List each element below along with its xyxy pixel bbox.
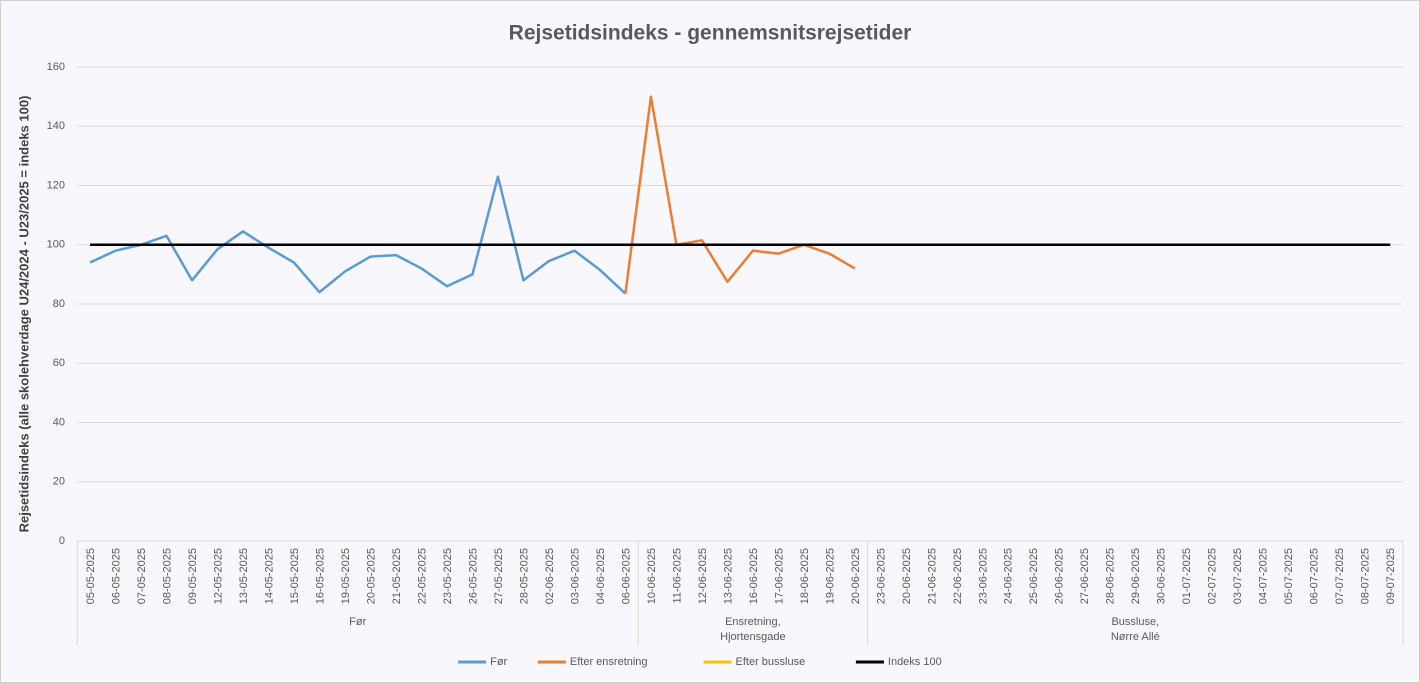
series-line bbox=[89, 175, 627, 295]
x-tick-label: 21-05-2025 bbox=[391, 548, 403, 604]
y-axis-label: Rejsetidsindeks (alle skolehverdage U24/… bbox=[16, 96, 31, 533]
x-tick-label: 20-06-2025 bbox=[850, 548, 862, 604]
x-tick-label: 27-06-2025 bbox=[1079, 548, 1091, 604]
y-tick-label: 80 bbox=[53, 298, 65, 310]
x-tick-label: 28-05-2025 bbox=[518, 548, 530, 604]
x-tick-label: 28-06-2025 bbox=[1105, 548, 1117, 604]
x-tick-label: 10-06-2025 bbox=[646, 548, 658, 604]
x-tick-label: 06-07-2025 bbox=[1309, 548, 1321, 604]
y-tick-label: 160 bbox=[47, 61, 65, 73]
x-tick-label: 07-07-2025 bbox=[1334, 548, 1346, 604]
x-tick-label: 25-06-2025 bbox=[1028, 548, 1040, 604]
x-tick-label: 15-05-2025 bbox=[289, 548, 301, 604]
x-tick-label: 05-05-2025 bbox=[85, 548, 97, 604]
x-tick-label: 20-05-2025 bbox=[365, 548, 377, 604]
x-tick-label: 16-05-2025 bbox=[314, 548, 326, 604]
x-tick-label: 16-06-2025 bbox=[748, 548, 760, 604]
x-tick-label: 01-07-2025 bbox=[1181, 548, 1193, 604]
y-tick-label: 20 bbox=[53, 476, 65, 488]
x-tick-label: 27-05-2025 bbox=[493, 548, 505, 604]
x-tick-label: 26-05-2025 bbox=[467, 548, 479, 604]
series-line bbox=[624, 95, 856, 294]
y-tick-label: 0 bbox=[59, 535, 65, 547]
x-tick-label: 24-06-2025 bbox=[1003, 548, 1015, 604]
legend-label: Før bbox=[490, 656, 507, 668]
x-tick-label: 19-06-2025 bbox=[824, 548, 836, 604]
x-tick-label: 22-06-2025 bbox=[952, 548, 964, 604]
x-tick-label: 04-07-2025 bbox=[1258, 548, 1270, 604]
y-tick-label: 100 bbox=[47, 239, 65, 251]
legend-label: Efter ensretning bbox=[570, 656, 648, 668]
x-tick-label: 12-05-2025 bbox=[212, 548, 224, 604]
x-tick-label: 18-06-2025 bbox=[799, 548, 811, 604]
x-tick-label: 29-06-2025 bbox=[1130, 548, 1142, 604]
x-tick-label: 03-06-2025 bbox=[569, 548, 581, 604]
group-label: Før bbox=[349, 616, 366, 628]
y-tick-label: 60 bbox=[53, 357, 65, 369]
group-label: Ensretning, Hjortensgade bbox=[720, 616, 785, 643]
x-tick-label: 07-05-2025 bbox=[136, 548, 148, 604]
chart-title: Rejsetidsindeks - gennemsnitsrejsetider bbox=[509, 22, 912, 45]
y-tick-label: 40 bbox=[53, 416, 65, 428]
x-tick-label: 06-05-2025 bbox=[110, 548, 122, 604]
x-tick-label: 30-06-2025 bbox=[1156, 548, 1168, 604]
x-tick-label: 12-06-2025 bbox=[697, 548, 709, 604]
x-tick-label: 13-05-2025 bbox=[238, 548, 250, 604]
x-tick-label: 05-07-2025 bbox=[1283, 548, 1295, 604]
x-tick-label: 20-06-2025 bbox=[901, 548, 913, 604]
x-tick-label: 23-06-2025 bbox=[875, 548, 887, 604]
x-tick-label: 09-05-2025 bbox=[187, 548, 199, 604]
x-tick-label: 14-05-2025 bbox=[263, 548, 275, 604]
x-tick-label: 08-05-2025 bbox=[161, 548, 173, 604]
legend-label: Efter bussluse bbox=[736, 656, 806, 668]
x-tick-label: 21-06-2025 bbox=[926, 548, 938, 604]
y-tick-label: 140 bbox=[47, 120, 65, 132]
x-tick-label: 22-05-2025 bbox=[416, 548, 428, 604]
x-tick-label: 13-06-2025 bbox=[722, 548, 734, 604]
x-tick-label: 02-06-2025 bbox=[544, 548, 556, 604]
y-tick-label: 120 bbox=[47, 179, 65, 191]
x-tick-label: 26-06-2025 bbox=[1054, 548, 1066, 604]
legend-label: Indeks 100 bbox=[888, 656, 942, 668]
x-tick-label: 23-06-2025 bbox=[977, 548, 989, 604]
x-tick-label: 23-05-2025 bbox=[442, 548, 454, 604]
x-tick-label: 06-06-2025 bbox=[620, 548, 632, 604]
x-tick-label: 02-07-2025 bbox=[1207, 548, 1219, 604]
x-tick-label: 17-06-2025 bbox=[773, 548, 785, 604]
x-tick-label: 11-06-2025 bbox=[671, 548, 683, 603]
x-tick-label: 04-06-2025 bbox=[595, 548, 607, 604]
x-tick-label: 09-07-2025 bbox=[1385, 548, 1397, 604]
x-tick-label: 03-07-2025 bbox=[1232, 548, 1244, 604]
group-label: Bussluse, Nørre Allé bbox=[1111, 616, 1160, 643]
x-tick-label: 08-07-2025 bbox=[1360, 548, 1372, 604]
x-tick-label: 19-05-2025 bbox=[340, 548, 352, 604]
